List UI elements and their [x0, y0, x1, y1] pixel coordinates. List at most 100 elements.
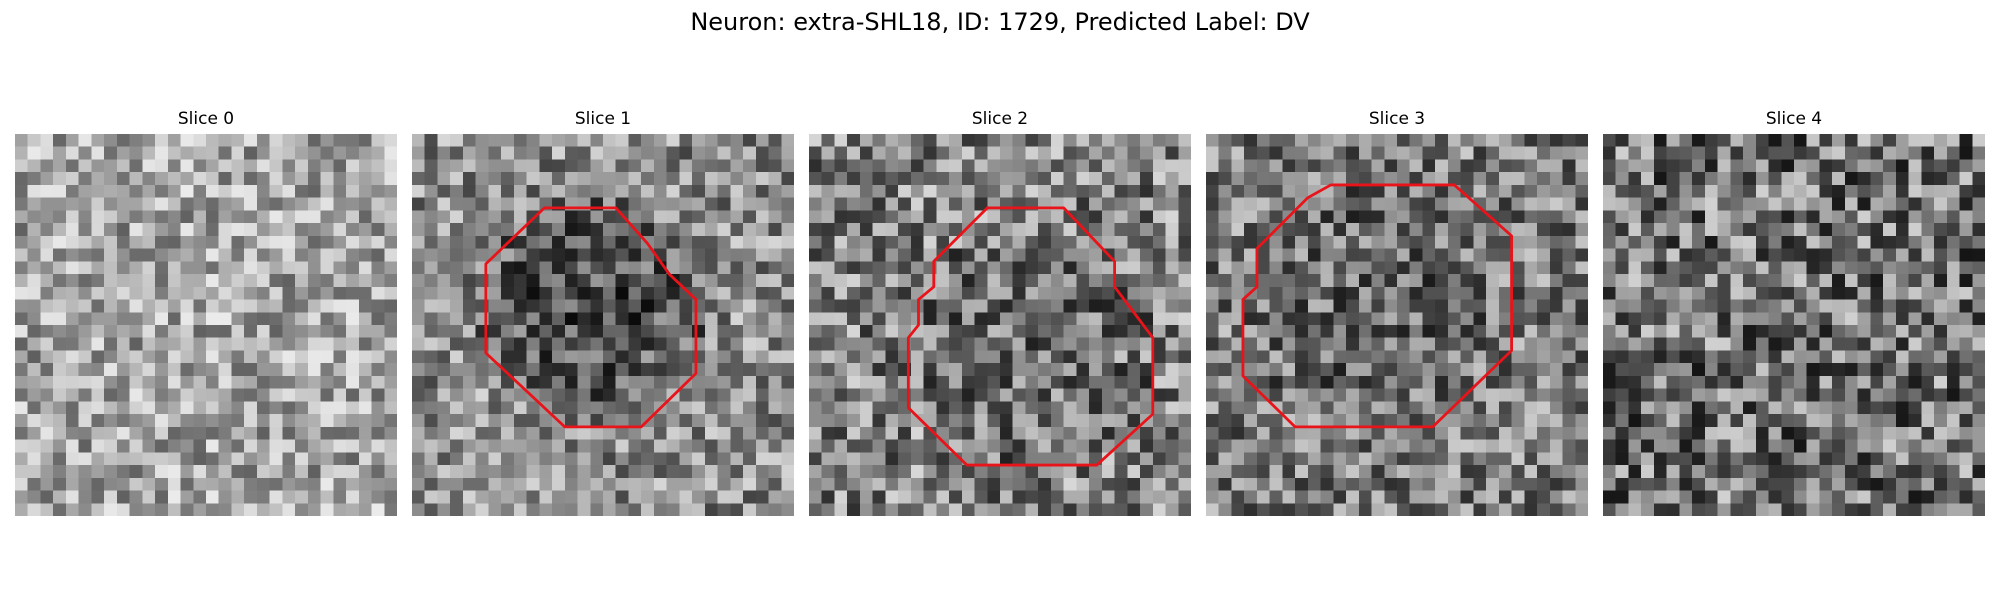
pixel: [1435, 184, 1449, 198]
pixel: [1320, 159, 1334, 173]
pixel: [1511, 159, 1525, 173]
pixel: [1641, 197, 1655, 211]
pixel: [1460, 490, 1474, 504]
pixel: [1165, 325, 1179, 338]
pixel: [615, 235, 629, 249]
pixel: [987, 299, 1001, 313]
pixel: [923, 184, 937, 198]
pixel: [1269, 172, 1283, 186]
pixel: [781, 134, 794, 147]
pixel: [1140, 286, 1154, 300]
pixel: [1498, 172, 1512, 186]
pixel: [1269, 274, 1283, 288]
pixel: [15, 299, 28, 313]
pixel: [320, 248, 334, 262]
pixel: [936, 134, 950, 147]
pixel: [333, 235, 347, 249]
pixel: [872, 426, 886, 440]
pixel: [1320, 146, 1334, 160]
pixel: [1231, 146, 1245, 160]
pixel: [1012, 465, 1026, 479]
pixel: [1704, 401, 1718, 415]
pixel: [898, 426, 912, 440]
slice-image: [1603, 134, 1985, 516]
pixel: [53, 299, 67, 313]
pixel: [462, 146, 476, 160]
pixel: [1883, 490, 1897, 504]
pixel: [743, 286, 757, 300]
pixel: [628, 172, 642, 186]
pixel: [1870, 286, 1884, 300]
pixel: [269, 426, 283, 440]
pixel: [809, 363, 822, 377]
pixel: [1422, 375, 1436, 389]
pixel: [781, 414, 794, 428]
pixel: [244, 159, 258, 173]
pixel: [1537, 235, 1551, 249]
pixel: [437, 388, 451, 402]
pixel: [1307, 210, 1321, 224]
pixel: [384, 465, 397, 479]
pixel: [564, 477, 578, 491]
pixel: [679, 350, 693, 364]
pixel: [730, 274, 744, 288]
pixel: [193, 274, 207, 288]
pixel: [1473, 465, 1487, 479]
pixel: [475, 465, 489, 479]
pixel: [1641, 325, 1655, 338]
pixel: [1666, 223, 1680, 237]
pixel: [1320, 426, 1334, 440]
pixel: [1409, 388, 1423, 402]
pixel: [1743, 197, 1757, 211]
pixel: [1063, 248, 1077, 262]
pixel: [821, 286, 835, 300]
pixel: [1743, 388, 1757, 402]
pixel: [936, 477, 950, 491]
pixel: [1692, 363, 1706, 377]
pixel: [256, 401, 270, 415]
pixel: [1921, 299, 1935, 313]
pixel: [1307, 452, 1321, 466]
pixel: [936, 261, 950, 275]
pixel: [679, 235, 693, 249]
pixel: [949, 350, 963, 364]
pixel: [295, 146, 309, 160]
pixel: [1679, 261, 1693, 275]
pixel: [1282, 146, 1296, 160]
pixel: [1165, 426, 1179, 440]
pixel: [206, 172, 219, 186]
pixel: [872, 325, 886, 338]
pixel: [1050, 439, 1064, 453]
pixel: [1089, 248, 1103, 262]
pixel: [1218, 286, 1232, 300]
pixel: [1435, 159, 1449, 173]
pixel: [1295, 401, 1309, 415]
pixel: [910, 490, 924, 504]
pixel: [1076, 299, 1090, 313]
pixel: [1895, 503, 1909, 516]
pixel: [412, 375, 425, 389]
pixel: [526, 299, 540, 313]
pixel: [717, 477, 731, 491]
pixel: [1895, 465, 1909, 479]
pixel: [282, 350, 296, 364]
pixel: [704, 248, 718, 262]
pixel: [424, 312, 438, 326]
pixel: [1269, 490, 1283, 504]
pixel: [1256, 286, 1270, 300]
pixel: [15, 465, 28, 479]
pixel: [142, 477, 156, 491]
pixel: [1562, 388, 1576, 402]
pixel: [1089, 477, 1103, 491]
pixel: [577, 439, 591, 453]
pixel: [898, 439, 912, 453]
pixel: [872, 286, 886, 300]
pixel: [1435, 325, 1449, 338]
pixel: [923, 159, 937, 173]
pixel: [1178, 503, 1191, 516]
pixel: [1371, 299, 1385, 313]
pixel: [206, 439, 219, 453]
pixel: [847, 159, 861, 173]
pixel: [27, 134, 41, 147]
pixel: [910, 261, 924, 275]
